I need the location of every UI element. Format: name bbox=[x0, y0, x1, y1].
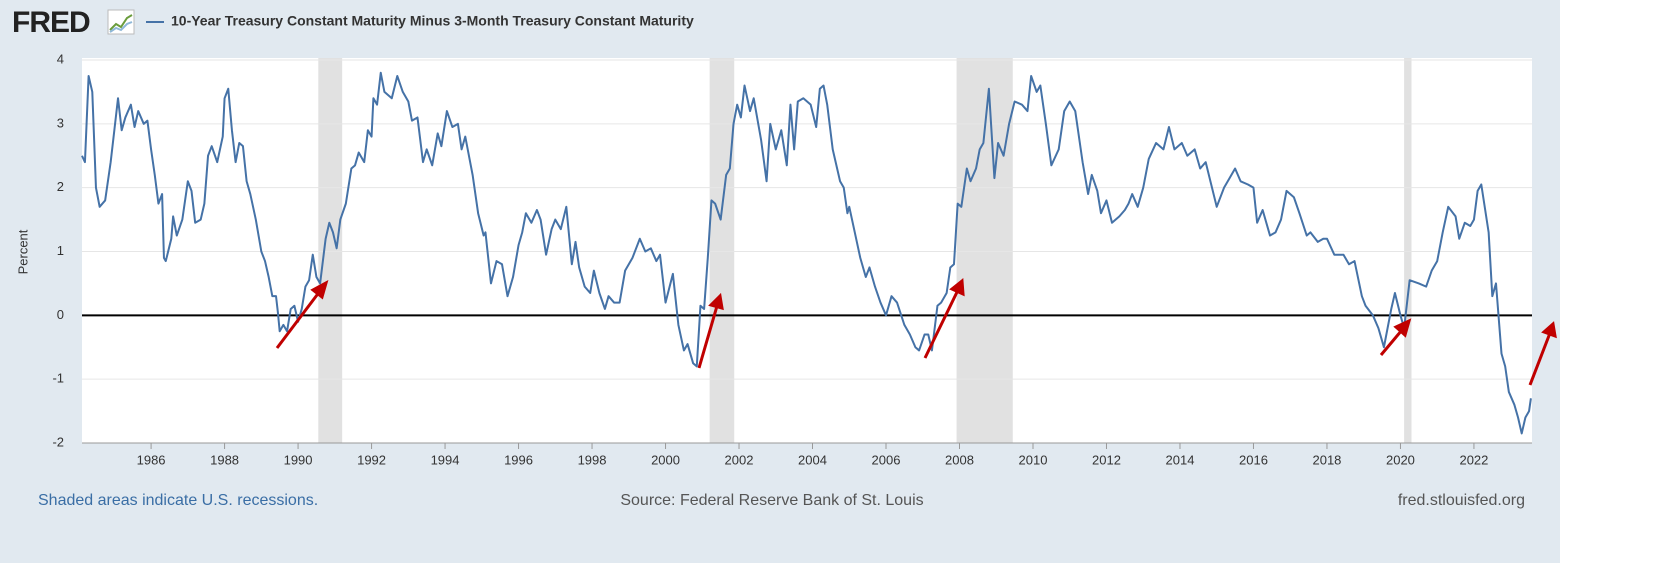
y-tick-label: 3 bbox=[57, 115, 64, 130]
x-tick-label: 2014 bbox=[1166, 452, 1195, 467]
x-tick-label: 2004 bbox=[798, 452, 827, 467]
x-tick-label: 1992 bbox=[357, 452, 386, 467]
x-tick-label: 2022 bbox=[1459, 452, 1488, 467]
recession-band bbox=[956, 58, 1013, 443]
x-tick-label: 1994 bbox=[431, 452, 460, 467]
x-tick-label: 1996 bbox=[504, 452, 533, 467]
recession-band bbox=[709, 58, 735, 443]
x-tick-label: 1986 bbox=[137, 452, 166, 467]
y-axis-label: Percent bbox=[15, 229, 30, 274]
x-tick-label: 2020 bbox=[1386, 452, 1415, 467]
x-tick-label: 2016 bbox=[1239, 452, 1268, 467]
x-tick-label: 2000 bbox=[651, 452, 680, 467]
y-tick-label: -2 bbox=[52, 434, 64, 449]
x-tick-label: 2012 bbox=[1092, 452, 1121, 467]
annotation-arrows bbox=[275, 278, 1557, 386]
x-tick-label: 2008 bbox=[945, 452, 974, 467]
x-tick-label: 1990 bbox=[284, 452, 313, 467]
footnote: Shaded areas indicate U.S. recessions. bbox=[38, 492, 318, 509]
x-tick-label: 2002 bbox=[725, 452, 754, 467]
x-tick-label: 1998 bbox=[578, 452, 607, 467]
y-tick-label: 1 bbox=[57, 243, 64, 258]
x-tick-label: 2018 bbox=[1312, 452, 1341, 467]
series-line bbox=[81, 71, 1532, 435]
x-tick-label: 2006 bbox=[872, 452, 901, 467]
y-tick-label: -1 bbox=[52, 371, 64, 386]
x-tick-label: 2010 bbox=[1019, 452, 1048, 467]
recession-band bbox=[318, 58, 343, 443]
logo: FRED bbox=[12, 6, 90, 39]
axes: -2 -1 0 1 2 3 4 1986 1988 1990 1992 1994 1996 1998 200… bbox=[52, 51, 1532, 467]
plot-area bbox=[82, 58, 1532, 443]
logo-icon bbox=[107, 9, 135, 35]
y-tick-label: 0 bbox=[57, 307, 64, 322]
site: fred.stlouisfed.org bbox=[1398, 492, 1525, 509]
lines bbox=[81, 71, 1532, 435]
y-tick-label: 4 bbox=[57, 51, 64, 66]
source: Source: Federal Reserve Bank of St. Loui… bbox=[620, 492, 923, 509]
x-tick-label: 1988 bbox=[210, 452, 239, 467]
legend-label: 10-Year Treasury Constant Maturity Minus… bbox=[171, 13, 694, 29]
recession-band bbox=[1404, 58, 1412, 443]
y-tick-label: 2 bbox=[57, 179, 64, 194]
